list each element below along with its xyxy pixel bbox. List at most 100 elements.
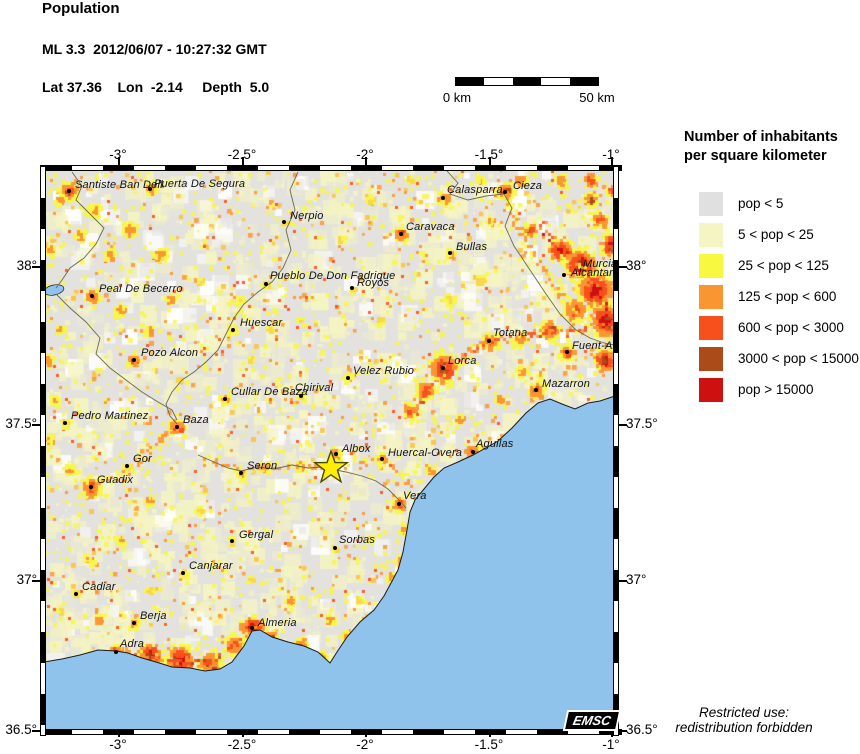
- city-dot: [448, 251, 452, 255]
- scale-bar-end-label: 50 km: [579, 90, 615, 105]
- city-dot: [441, 366, 445, 370]
- city-dot: [148, 187, 152, 191]
- lat-label-right: 36.5°: [626, 722, 658, 737]
- city-label: Fuent-Al: [572, 340, 615, 352]
- legend-item: 25 < pop < 125: [684, 254, 860, 278]
- city-label: Lorca: [448, 355, 477, 367]
- legend-swatch: [699, 378, 723, 402]
- city-label: Bullas: [456, 241, 488, 253]
- population-density-map: Santiste Ban Dell Puerta De Segura Nerpio C…: [44, 170, 615, 731]
- coastline: [44, 395, 615, 672]
- legend-label: 5 < pop < 25: [738, 227, 814, 242]
- lon-label-top: -3°: [109, 147, 127, 162]
- legend-item: 600 < pop < 3000: [684, 316, 860, 340]
- legend-swatch: [699, 254, 723, 278]
- scale-bar-segment: [512, 78, 542, 85]
- lat-label-left: 36.5°: [5, 722, 37, 737]
- city-label: Gergal: [239, 529, 274, 541]
- city-dot: [264, 282, 268, 286]
- city-label: Murcia: [583, 258, 615, 270]
- city-label: Vera: [403, 490, 427, 502]
- city-label: Huercal-Overa: [388, 447, 463, 459]
- river: [446, 170, 615, 346]
- city-dot: [250, 626, 254, 630]
- legend-label: pop > 15000: [738, 382, 814, 397]
- city-dot: [132, 621, 136, 625]
- scale-bar-segment: [541, 78, 570, 85]
- city-label: Nerpio: [290, 210, 324, 222]
- river: [55, 293, 178, 421]
- event-magnitude-time: ML 3.3 2012/06/07 - 10:27:32 GMT: [42, 41, 267, 57]
- city-dot: [223, 397, 227, 401]
- axis-tick: [619, 266, 627, 268]
- axis-tick: [619, 424, 627, 426]
- city-dot: [90, 294, 94, 298]
- axis-tick: [32, 266, 40, 268]
- restriction-notice: Restricted use: redistribution forbidden: [656, 705, 832, 735]
- axis-tick: [489, 729, 491, 737]
- city-dot: [181, 571, 185, 575]
- legend-swatch: [699, 316, 723, 340]
- city-dot: [334, 452, 338, 456]
- city-dot: [534, 388, 538, 392]
- axis-tick: [32, 424, 40, 426]
- axis-tick: [489, 157, 491, 165]
- population-legend: Number of inhabitants per square kilomet…: [684, 128, 860, 402]
- city-label: Berja: [140, 610, 167, 622]
- lat-label-left: 38°: [16, 258, 37, 273]
- legend-label: 25 < pop < 125: [738, 258, 829, 273]
- city-dot: [333, 546, 337, 550]
- city-label: Baza: [183, 414, 209, 426]
- city-label: Guadix: [97, 474, 134, 486]
- city-label: Sorbas: [339, 534, 376, 546]
- lat-label-left: 37.5°: [5, 416, 37, 431]
- emsc-logo: EMSC: [565, 712, 619, 729]
- river: [165, 171, 299, 425]
- city-label: Mazarron: [542, 378, 591, 390]
- legend-swatch: [699, 347, 723, 371]
- legend-label: 125 < pop < 600: [738, 289, 837, 304]
- city-dot: [471, 450, 475, 454]
- legend-label: pop < 5: [738, 196, 784, 211]
- lat-label-right: 37°: [626, 572, 647, 587]
- axis-tick: [619, 580, 627, 582]
- city-label: Cieza: [513, 180, 543, 192]
- city-label: Huescar: [240, 317, 283, 329]
- lon-label-bottom: -3°: [109, 737, 127, 752]
- legend-item: 3000 < pop < 15000: [684, 347, 860, 371]
- city-dot: [231, 328, 235, 332]
- axis-tick: [365, 729, 367, 737]
- city-dot: [63, 421, 67, 425]
- city-dot: [114, 650, 118, 654]
- map-frame-bottom: [40, 729, 622, 735]
- city-dot: [562, 273, 566, 277]
- city-label: Cadiar: [82, 581, 116, 593]
- city-dot: [397, 502, 401, 506]
- city-dot: [67, 189, 71, 193]
- lon-label-bottom: -2.5°: [227, 737, 257, 752]
- lat-label-right: 37.5°: [626, 416, 658, 431]
- city-label: Pedro Martinez: [71, 410, 149, 422]
- city-dot: [230, 539, 234, 543]
- city-dot: [346, 376, 350, 380]
- legend-swatch: [699, 192, 723, 216]
- city-dot: [399, 232, 403, 236]
- city-label: Seron: [247, 460, 278, 472]
- reservoir-lake: [44, 284, 65, 296]
- legend-item: 5 < pop < 25: [684, 223, 860, 247]
- river: [197, 454, 407, 509]
- map-scale-bar: [455, 77, 599, 86]
- axis-tick: [32, 580, 40, 582]
- axis-tick: [242, 157, 244, 165]
- city-dot: [441, 196, 445, 200]
- city-label: Calasparra: [447, 184, 503, 196]
- axis-tick: [611, 157, 613, 165]
- axis-tick: [242, 729, 244, 737]
- axis-tick: [365, 157, 367, 165]
- city-label: Gor: [133, 453, 152, 465]
- legend-title-line2: per square kilometer: [684, 148, 827, 164]
- city-dot: [74, 592, 78, 596]
- axis-tick: [118, 729, 120, 737]
- city-label: Chirival: [295, 382, 334, 394]
- city-dot: [175, 425, 179, 429]
